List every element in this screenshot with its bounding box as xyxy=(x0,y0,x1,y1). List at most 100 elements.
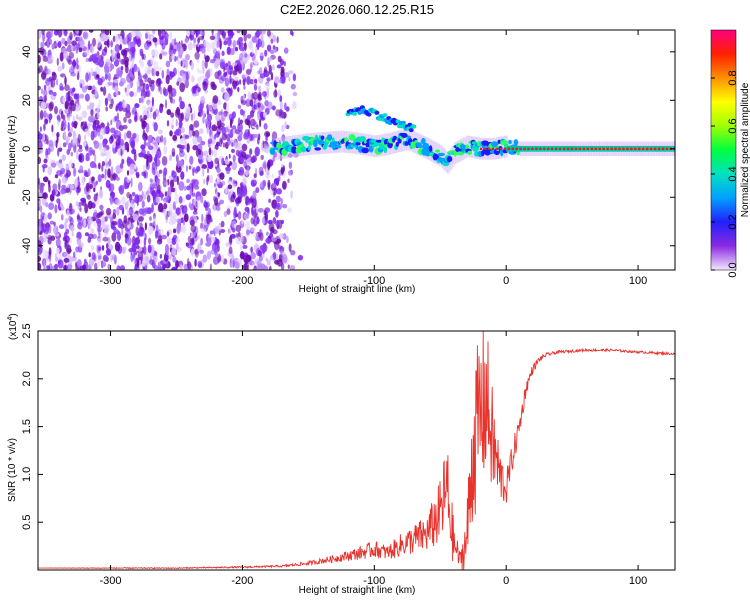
noise-point xyxy=(248,40,253,50)
track-core-band xyxy=(506,145,509,152)
track-core-band xyxy=(644,145,647,152)
noise-point xyxy=(77,36,83,41)
noise-point xyxy=(111,232,117,242)
noise-point xyxy=(214,60,219,69)
noise-point xyxy=(169,71,175,78)
noise-point xyxy=(150,57,154,65)
noise-point xyxy=(269,265,272,270)
noise-point xyxy=(109,196,113,205)
noise-point xyxy=(212,102,218,110)
track-core xyxy=(507,147,510,150)
noise-point xyxy=(113,79,119,84)
noise-point xyxy=(185,194,192,201)
noise-point xyxy=(38,190,43,200)
noise-point xyxy=(257,38,262,48)
noise-point xyxy=(122,124,128,130)
track-core-band xyxy=(533,145,536,152)
noise-point xyxy=(84,93,90,102)
noise-point xyxy=(197,196,201,201)
track-glow xyxy=(404,128,407,151)
noise-point xyxy=(105,106,109,112)
noise-point xyxy=(165,215,169,220)
noise-point xyxy=(155,178,161,183)
noise-point xyxy=(55,238,61,248)
noise-point xyxy=(112,35,116,43)
noise-point xyxy=(70,203,73,214)
noise-point xyxy=(101,245,105,251)
noise-point xyxy=(46,40,50,48)
noise-point xyxy=(203,150,209,157)
noise-point xyxy=(184,154,187,161)
branch-blob xyxy=(366,112,372,117)
noise-point xyxy=(69,32,73,40)
noise-point xyxy=(134,194,140,204)
noise-point xyxy=(98,255,102,260)
noise-point xyxy=(124,141,130,151)
track-core xyxy=(535,147,538,150)
noise-point xyxy=(226,208,231,216)
noise-point xyxy=(65,136,70,142)
noise-point xyxy=(101,173,105,179)
noise-point xyxy=(242,188,248,195)
noise-point xyxy=(84,49,90,56)
track-core-band xyxy=(522,145,524,152)
noise-point xyxy=(276,36,279,44)
noise-point xyxy=(98,58,104,68)
noise-point xyxy=(180,171,185,180)
noise-point xyxy=(207,174,210,182)
noise-point xyxy=(124,201,129,211)
noise-point xyxy=(265,169,270,180)
noise-point xyxy=(279,154,283,162)
noise-point xyxy=(240,250,245,260)
noise-point xyxy=(73,167,77,177)
noise-point xyxy=(279,250,286,256)
track-core-band xyxy=(529,145,532,152)
track-core xyxy=(622,147,625,150)
noise-point xyxy=(198,36,205,41)
track-core xyxy=(527,147,530,150)
noise-point xyxy=(232,62,238,67)
noise-point xyxy=(124,233,129,239)
track-core xyxy=(610,147,613,150)
noise-point xyxy=(227,60,231,67)
noise-point xyxy=(166,231,170,237)
noise-point xyxy=(151,161,156,171)
track-core-band xyxy=(628,145,631,152)
noise-point xyxy=(110,40,113,48)
noise-point xyxy=(82,264,87,270)
noise-point xyxy=(46,138,49,145)
noise-point xyxy=(165,60,171,68)
noise-point xyxy=(96,74,100,79)
noise-point xyxy=(208,207,211,217)
noise-point xyxy=(137,85,143,91)
noise-point xyxy=(288,76,291,82)
noise-point xyxy=(107,93,112,102)
noise-point xyxy=(238,36,243,43)
noise-point xyxy=(184,141,188,150)
noise-point xyxy=(152,37,158,43)
noise-point xyxy=(257,250,262,257)
noise-point xyxy=(164,191,168,197)
noise-point xyxy=(172,201,176,210)
noise-point xyxy=(231,227,236,233)
noise-point xyxy=(110,98,114,107)
noise-point xyxy=(160,135,164,143)
noise-point xyxy=(39,205,43,213)
track-blob xyxy=(361,147,370,154)
noise-point xyxy=(55,256,58,263)
noise-point xyxy=(193,120,200,128)
noise-point xyxy=(220,138,223,145)
noise-point xyxy=(203,178,206,185)
noise-point xyxy=(250,157,256,164)
track-core xyxy=(555,147,558,150)
noise-point xyxy=(130,199,134,206)
noise-point xyxy=(116,264,120,270)
noise-point xyxy=(165,99,167,109)
noise-point xyxy=(170,187,176,193)
noise-point xyxy=(257,137,260,145)
noise-point xyxy=(234,76,239,82)
noise-point xyxy=(237,131,243,142)
noise-point xyxy=(271,236,277,242)
noise-point xyxy=(232,39,237,50)
